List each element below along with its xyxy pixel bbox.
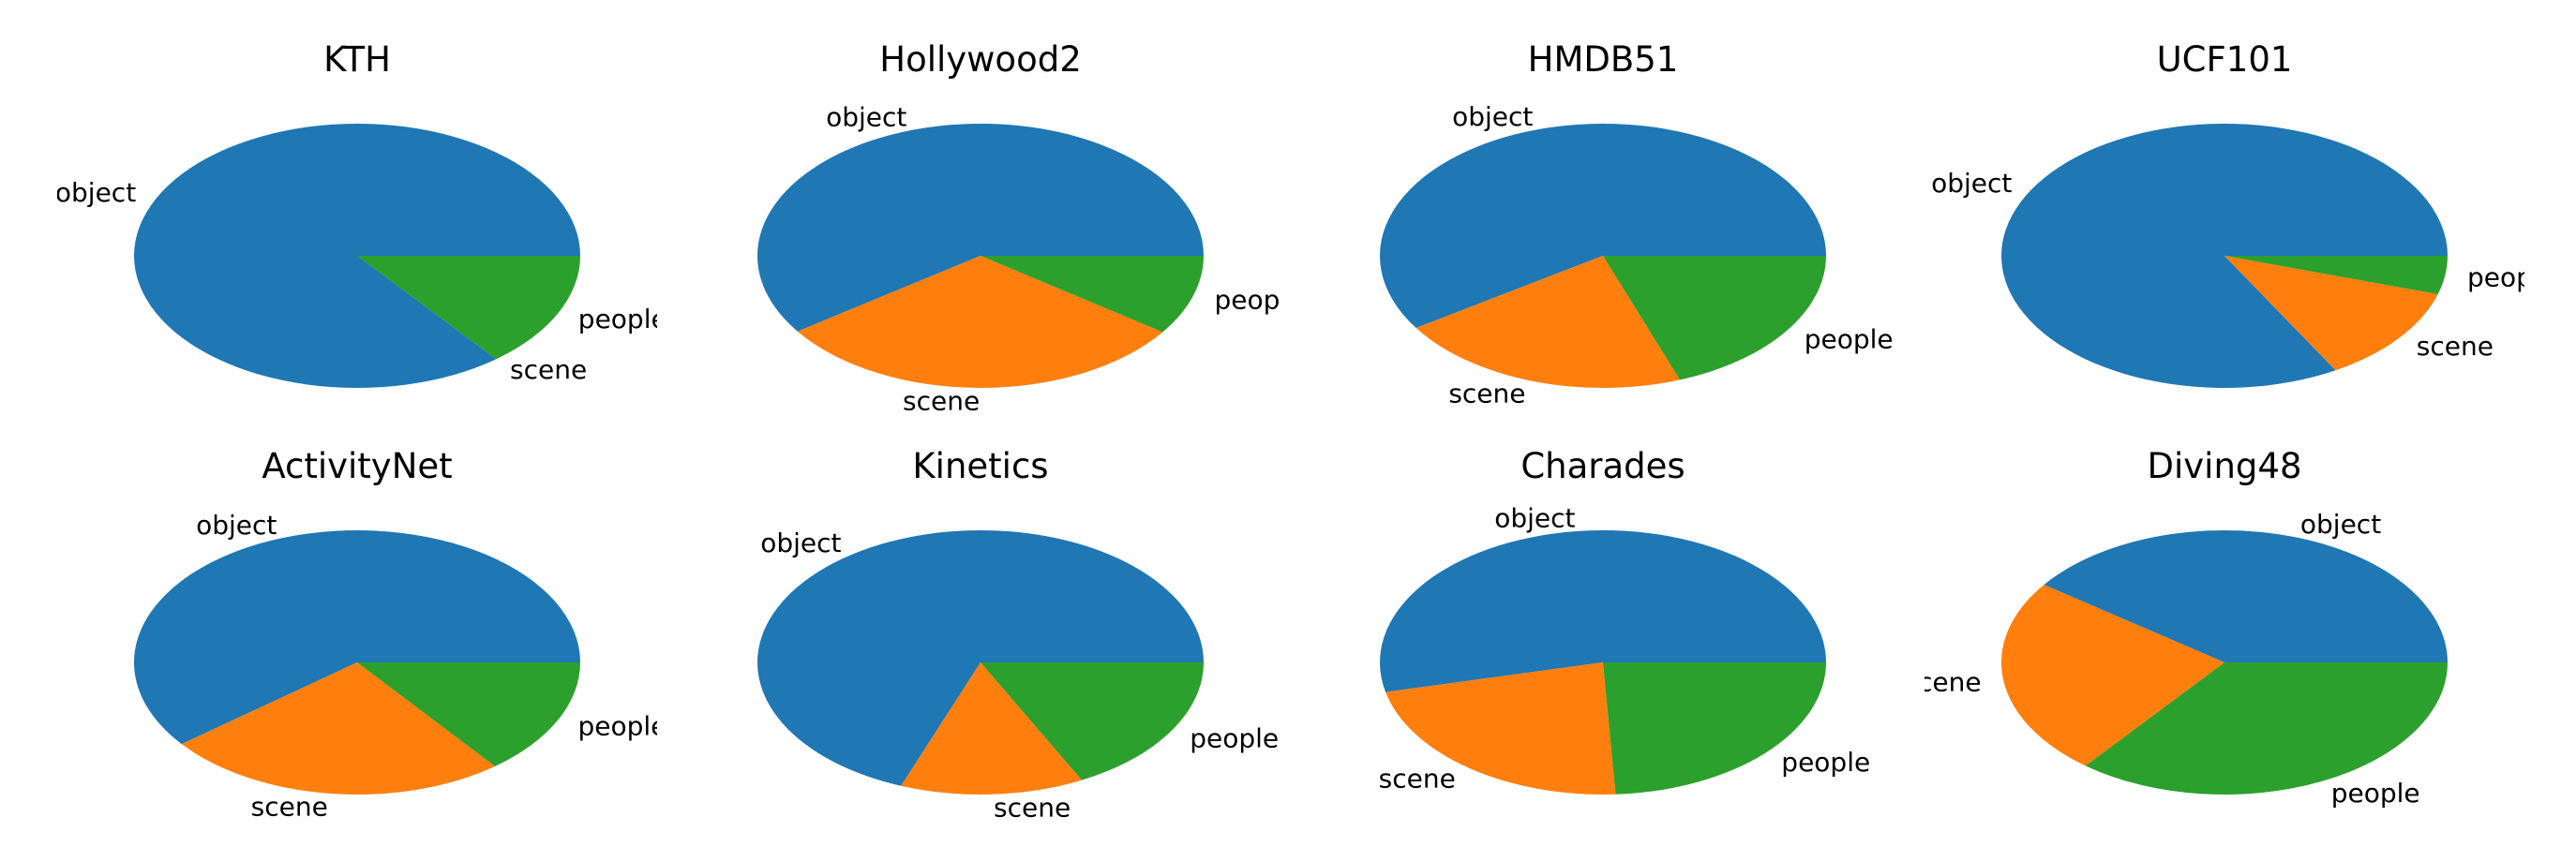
slice-object	[757, 530, 1204, 786]
chart-title: Kinetics	[912, 446, 1048, 486]
slice-object	[757, 123, 1204, 332]
slice-label-object: object	[1452, 101, 1533, 132]
slice-people	[357, 256, 580, 360]
slice-label-object: object	[1494, 502, 1575, 533]
slice-scene	[2000, 585, 2224, 766]
chart-title: Diving48	[2148, 446, 2302, 486]
slice-object	[134, 124, 580, 389]
slice-label-people: people	[578, 304, 667, 334]
slice-label-scene: scene	[1379, 764, 1456, 795]
slice-object	[2044, 529, 2448, 662]
slice-label-scene: scene	[1448, 379, 1525, 409]
slice-label-people: people	[2331, 778, 2420, 809]
pie-activitynet: ActivityNet object scene people	[134, 446, 667, 823]
slice-label-people: people	[1805, 323, 1894, 354]
slice-scene	[1385, 662, 1616, 795]
pie-hmdb51: HMDB51 object scene people	[1380, 39, 1894, 409]
slice-scene	[797, 256, 1163, 389]
slice-label-scene: scene	[994, 792, 1071, 823]
slice-people	[2085, 662, 2448, 795]
slice-label-object: object	[55, 177, 136, 208]
slice-people	[1603, 256, 1826, 380]
slice-label-scene: scene	[1904, 666, 1981, 697]
slice-object	[1380, 530, 1826, 692]
slice-scene	[2224, 256, 2438, 371]
pie-diving48: Diving48 object scene people	[1904, 446, 2448, 809]
slice-label-people: people	[2467, 261, 2556, 292]
chart-title: ActivityNet	[262, 446, 452, 486]
slice-people	[1603, 662, 1826, 795]
chart-title: KTH	[323, 39, 391, 80]
slice-people	[981, 662, 1204, 780]
slice-label-object: object	[2300, 509, 2381, 540]
slice-label-people: people	[1190, 723, 1279, 754]
slice-label-people: people	[1781, 747, 1870, 778]
slice-people	[2224, 256, 2448, 295]
slice-object	[134, 530, 580, 745]
slice-scene	[901, 662, 1083, 795]
slice-label-scene: scene	[903, 386, 980, 417]
slice-label-scene: scene	[2417, 331, 2494, 362]
slice-label-object: object	[826, 102, 906, 133]
slice-label-scene: scene	[251, 792, 328, 823]
slice-label-object: object	[1931, 168, 2012, 199]
slice-label-scene: scene	[510, 354, 587, 385]
pie-hollywood2: Hollywood2 object scene people	[757, 39, 1304, 417]
pie-ucf101: UCF101 object scene people	[1931, 39, 2556, 389]
slice-scene	[1415, 256, 1681, 388]
slice-scene	[181, 662, 496, 795]
chart-title: HMDB51	[1528, 39, 1679, 80]
slice-object	[1380, 123, 1826, 329]
chart-title: Hollywood2	[879, 39, 1081, 80]
slice-label-object: object	[760, 528, 841, 558]
slice-people	[357, 662, 580, 766]
slice-object	[2001, 124, 2448, 389]
pie-kinetics: Kinetics object scene people	[757, 446, 1279, 823]
slice-people	[981, 256, 1204, 333]
slice-label-object: object	[196, 510, 277, 541]
pie-kth: KTH object scene people	[55, 39, 667, 389]
pie-charades: Charades object scene people	[1379, 446, 1870, 795]
slice-label-people: people	[1215, 285, 1304, 316]
chart-title: UCF101	[2157, 39, 2293, 80]
slice-label-people: people	[578, 710, 667, 741]
chart-title: Charades	[1520, 446, 1685, 486]
